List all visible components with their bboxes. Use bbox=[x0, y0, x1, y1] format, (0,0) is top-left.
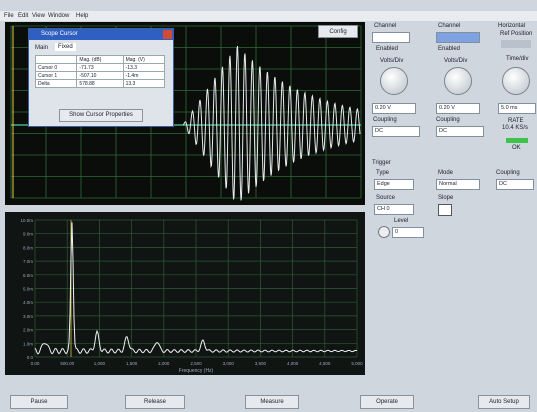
channel-select[interactable] bbox=[436, 32, 480, 43]
field[interactable]: Normal bbox=[436, 179, 480, 190]
menu-item[interactable]: View bbox=[32, 13, 45, 19]
label: Time/div bbox=[506, 56, 528, 62]
x-tick-label: 5,000 bbox=[351, 361, 363, 366]
x-tick-label: 2,000 bbox=[158, 361, 170, 366]
label: Volts/Div bbox=[380, 58, 403, 64]
field[interactable]: 5.0 ms bbox=[498, 103, 536, 114]
knob[interactable] bbox=[444, 67, 472, 95]
field[interactable]: DC bbox=[436, 126, 484, 137]
cell: 578.88 bbox=[77, 80, 123, 88]
label: Coupling bbox=[496, 170, 520, 176]
field[interactable]: CH 0 bbox=[374, 204, 414, 215]
cursor-properties-button[interactable]: Show Cursor Properties bbox=[59, 109, 143, 122]
y-tick-label: 4.0m bbox=[23, 300, 33, 305]
label: Channel bbox=[374, 23, 396, 29]
x-tick-label: 2,500 bbox=[190, 361, 202, 366]
y-tick-label: 7.0m bbox=[23, 259, 33, 264]
label: Level bbox=[394, 218, 408, 224]
label: Mode bbox=[438, 170, 453, 176]
cursor-dialog: Scope Cursor Main Fixed Mag. (dB)Mag. (V… bbox=[28, 28, 174, 127]
y-tick-label: 2.0m bbox=[23, 328, 33, 333]
checkbox[interactable]: Enabled bbox=[376, 46, 398, 52]
label: Ref Position bbox=[500, 31, 532, 37]
status-light bbox=[506, 138, 528, 143]
x-tick-label: 1,000 bbox=[94, 361, 106, 366]
menu-item[interactable]: Edit bbox=[18, 13, 28, 19]
field[interactable]: Edge bbox=[374, 179, 414, 190]
checkbox[interactable]: Enabled bbox=[438, 46, 460, 52]
label: Volts/Div bbox=[444, 58, 467, 64]
row-label: Cursor 1 bbox=[36, 72, 77, 80]
config-button[interactable]: Config bbox=[318, 25, 358, 38]
header: Mag. (dB) bbox=[77, 56, 123, 64]
ref-buttons[interactable] bbox=[501, 40, 531, 48]
y-tick-label: 3.0m bbox=[23, 314, 33, 319]
field[interactable]: DC bbox=[372, 126, 420, 137]
cell: -507.10 bbox=[77, 72, 123, 80]
label: Coupling bbox=[436, 117, 460, 123]
row-label: Delta bbox=[36, 80, 77, 88]
y-tick-label: 5.0m bbox=[23, 287, 33, 292]
channel-select[interactable] bbox=[372, 32, 410, 43]
tab[interactable]: Main bbox=[35, 45, 48, 51]
auto-setup-button[interactable]: Auto Setup bbox=[478, 395, 530, 409]
x-tick-label: 3,000 bbox=[223, 361, 235, 366]
tab[interactable]: Fixed bbox=[55, 43, 76, 51]
x-tick-label: 500.00 bbox=[60, 361, 74, 366]
cell: -1.4m bbox=[123, 72, 164, 80]
label: RATE bbox=[508, 118, 524, 124]
label: Slope bbox=[438, 195, 453, 201]
spectrum-background bbox=[5, 212, 365, 375]
y-tick-label: 10.0m bbox=[20, 218, 33, 223]
label: Source bbox=[376, 195, 395, 201]
cell: -13.3 bbox=[123, 64, 164, 72]
spectrum-display: 10.0m 9.0m 8.0m 7.0m 6.0m 5.0m 4.0m 3.0m 2.0m 1.0… bbox=[5, 212, 365, 375]
x-tick-label: 4,000 bbox=[287, 361, 299, 366]
menu-item[interactable]: File bbox=[4, 13, 14, 19]
label: Horizontal bbox=[498, 23, 525, 29]
label: Coupling bbox=[373, 117, 397, 123]
status: OK bbox=[512, 145, 521, 151]
y-tick-label: 0.0 bbox=[27, 355, 34, 360]
x-tick-label: 4,500 bbox=[319, 361, 331, 366]
x-tick-label: 1,500 bbox=[126, 361, 138, 366]
cell: -71.73 bbox=[77, 64, 123, 72]
x-tick-label: 3,500 bbox=[255, 361, 267, 366]
screen: File Edit View Window Help Config Scope … bbox=[0, 0, 537, 412]
y-tick-label: 9.0m bbox=[23, 232, 33, 237]
y-tick-label: 1.0m bbox=[23, 341, 33, 346]
menu-item[interactable]: Help bbox=[76, 13, 88, 19]
label: Type bbox=[376, 170, 389, 176]
header: Mag. (V) bbox=[123, 56, 164, 64]
label: Channel bbox=[438, 23, 460, 29]
close-button[interactable] bbox=[163, 30, 172, 39]
label: 10.4 KS/s bbox=[502, 125, 528, 131]
pause-button[interactable]: Pause bbox=[10, 395, 68, 409]
cell: 13.3 bbox=[123, 80, 164, 88]
row-label: Cursor 0 bbox=[36, 64, 77, 72]
x-axis-title: Frequency (Hz) bbox=[179, 368, 214, 374]
field[interactable]: DC bbox=[496, 179, 534, 190]
field[interactable]: 0.20 V bbox=[372, 103, 416, 114]
knob[interactable] bbox=[380, 67, 408, 95]
control-panel: Channel Enabled Volts/Div 0.20 V Couplin… bbox=[368, 20, 537, 370]
slope-button[interactable] bbox=[438, 204, 452, 216]
dialog-title: Scope Cursor bbox=[29, 29, 173, 40]
measure-button[interactable]: Measure bbox=[245, 395, 299, 409]
cursor-table: Mag. (dB)Mag. (V) Cursor 0-71.73-13.3 Cu… bbox=[35, 55, 165, 88]
x-tick-label: 0.00 bbox=[31, 361, 40, 366]
release-button[interactable]: Release bbox=[125, 395, 185, 409]
y-tick-label: 8.0m bbox=[23, 245, 33, 250]
field[interactable]: 0 bbox=[392, 227, 424, 238]
label: Trigger bbox=[372, 160, 391, 166]
operate-button[interactable]: Operate bbox=[360, 395, 414, 409]
level-knob[interactable] bbox=[378, 226, 390, 238]
menu-item[interactable]: Window bbox=[48, 13, 69, 19]
knob[interactable] bbox=[502, 67, 530, 95]
field[interactable]: 0.20 V bbox=[436, 103, 480, 114]
y-tick-label: 6.0m bbox=[23, 273, 33, 278]
